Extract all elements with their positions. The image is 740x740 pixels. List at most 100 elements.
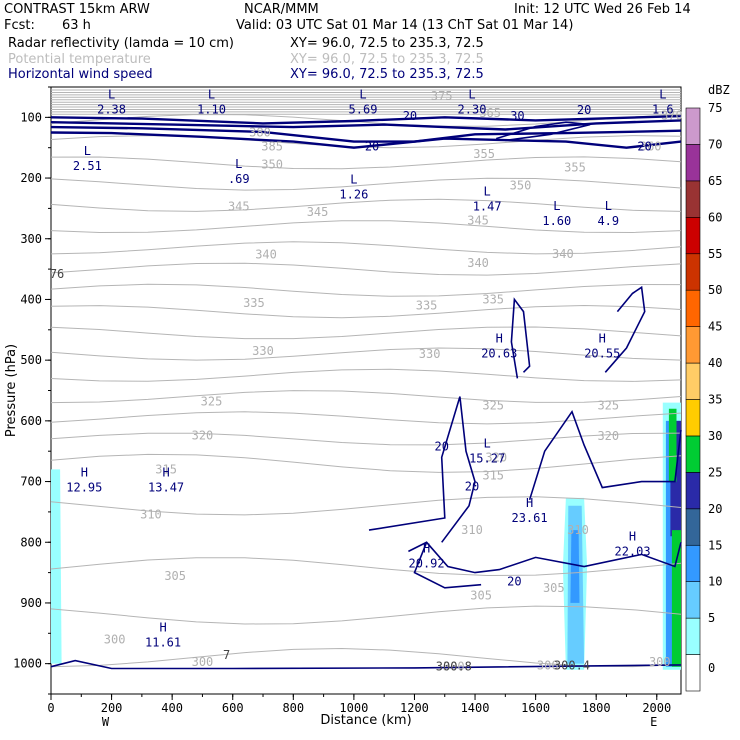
y-tick-label: 100: [20, 110, 42, 124]
extremum-value: 1.6: [652, 102, 674, 116]
y-tick-label: 300: [20, 232, 42, 246]
header-fcst-value: 63 h: [62, 18, 91, 33]
colorbar-label: 60: [708, 210, 722, 224]
theta-label: 335: [416, 299, 438, 313]
colorbar-label: 75: [708, 101, 722, 115]
theta-isoline: [50, 156, 682, 170]
theta-label: 310: [461, 523, 483, 537]
colorbar-swatch: [685, 362, 701, 400]
y-axis-label: Pressure (hPa): [4, 344, 19, 437]
theta-isoline: [50, 304, 682, 319]
extremum-value: 2.38: [97, 102, 126, 116]
colorbar-swatch: [685, 399, 701, 437]
field-name-reflectivity: Radar reflectivity (lamda = 10 cm): [8, 36, 234, 51]
extremum-mark: H: [526, 496, 533, 510]
theta-label: 370: [661, 109, 683, 123]
theta-label: 350: [261, 158, 283, 172]
theta-label: 355: [564, 161, 586, 175]
wind-contour: [368, 396, 476, 543]
extremum-mark: H: [423, 541, 430, 555]
colorbar-swatch: [685, 654, 701, 692]
extremum-mark: L: [468, 87, 475, 101]
theta-isoline: [50, 326, 682, 340]
wind-label: 20: [507, 575, 521, 589]
plot-frame: [50, 86, 682, 695]
theta-label: 335: [243, 296, 265, 310]
extremum-value: 20.55: [584, 346, 620, 360]
colorbar-label: 70: [708, 137, 722, 151]
wind-contour: [408, 541, 682, 574]
edge-label: 300.4: [554, 658, 590, 672]
x-end-label-left: W: [102, 715, 110, 729]
extremum-mark: H: [159, 620, 166, 634]
header-valid: Valid: 03 UTC Sat 01 Mar 14 (13 ChT Sat …: [236, 18, 573, 33]
theta-label: 310: [567, 523, 589, 537]
field-xy-reflectivity: XY= 96.0, 72.5 to 235.3, 72.5: [290, 36, 484, 51]
theta-label: 340: [467, 256, 489, 270]
wind-contour: [50, 659, 682, 670]
x-tick-label: 1200: [400, 701, 429, 715]
theta-label: 355: [473, 147, 495, 161]
x-end-label-right: E: [650, 715, 657, 729]
header-center: NCAR/MMM: [244, 2, 319, 17]
reflectivity-area: [51, 469, 62, 664]
wind-label: 30: [510, 109, 524, 123]
wind-contour: [528, 409, 682, 501]
y-tick-label: 600: [20, 414, 42, 428]
colorbar-swatch: [685, 544, 701, 582]
field-xy-theta: XY= 96.0, 72.5 to 235.3, 72.5: [290, 52, 484, 67]
colorbar-swatch: [685, 472, 701, 510]
extremum-mark: L: [484, 436, 491, 450]
wind-contour: [50, 125, 682, 143]
colorbar-label: 35: [708, 393, 722, 407]
theta-label: 330: [419, 347, 441, 361]
header-init: Init: 12 UTC Wed 26 Feb 14: [514, 2, 691, 17]
theta-isoline: [50, 453, 682, 473]
colorbar-swatch: [685, 581, 701, 619]
colorbar-label: 20: [708, 502, 722, 516]
extremum-value: 1.10: [197, 102, 226, 116]
extremum-value: 23.61: [511, 511, 547, 525]
field-xy-wind: XY= 96.0, 72.5 to 235.3, 72.5: [290, 67, 484, 82]
theta-isoline: [50, 496, 682, 516]
wind-contour: [495, 121, 591, 142]
wind-contour: [50, 119, 682, 131]
y-tick-label: 800: [20, 535, 42, 549]
header-fcst-label: Fcst:: [4, 18, 35, 33]
theta-label: 300: [192, 655, 214, 669]
extremum-value: 15.27: [469, 451, 505, 465]
theta-isoline: [50, 262, 682, 276]
extremum-mark: L: [659, 87, 666, 101]
extremum-mark: H: [629, 529, 636, 543]
extremum-mark: H: [599, 331, 606, 345]
extremum-value: 1.26: [339, 187, 368, 201]
wind-label: 20: [434, 439, 448, 453]
extremum-value: 11.61: [145, 635, 181, 649]
extremum-mark: L: [108, 87, 115, 101]
colorbar-label: 65: [708, 174, 722, 188]
theta-isoline: [50, 177, 682, 191]
extremum-mark: L: [484, 184, 491, 198]
theta-label: 305: [164, 569, 186, 583]
edge-label: 76: [50, 267, 64, 281]
reflectivity-area: [668, 408, 677, 482]
theta-label: 360: [640, 139, 662, 153]
extremum-value: 2.51: [73, 159, 102, 173]
extremum-value: .69: [228, 172, 250, 186]
colorbar-swatch: [685, 617, 701, 655]
y-tick-label: 700: [20, 475, 42, 489]
x-axis-label: Distance (km): [320, 713, 411, 728]
colorbar-swatch: [685, 508, 701, 546]
wind-label: 20: [465, 479, 479, 493]
theta-label: 305: [470, 589, 492, 603]
extremum-value: 20.63: [481, 346, 517, 360]
theta-label: 310: [140, 507, 162, 521]
extremum-mark: H: [496, 331, 503, 345]
theta-label: 365: [479, 106, 501, 120]
x-tick-label: 1400: [461, 701, 490, 715]
theta-label: 315: [155, 462, 177, 476]
extremum-value: 13.47: [148, 481, 184, 495]
theta-label: 335: [482, 292, 504, 306]
y-tick-label: 900: [20, 596, 42, 610]
theta-isoline: [50, 605, 682, 625]
